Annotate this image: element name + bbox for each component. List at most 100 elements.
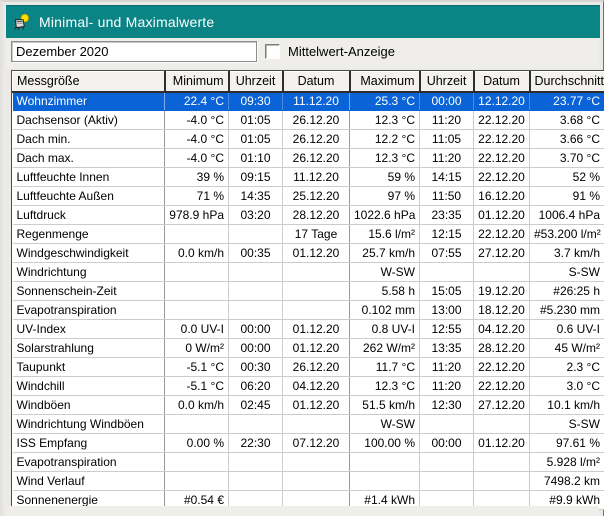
cell[interactable]: 12:15 — [419, 224, 474, 244]
cell[interactable]: Luftfeuchte Innen — [12, 167, 165, 187]
cell[interactable]: Sonnenschein-Zeit — [12, 281, 165, 301]
cell[interactable]: 01.12.20 — [473, 433, 530, 453]
cell[interactable]: 12.3 °C — [349, 148, 420, 168]
cell[interactable]: 26.12.20 — [282, 148, 350, 168]
cell[interactable]: 0.00 % — [164, 433, 229, 453]
cell[interactable] — [419, 414, 474, 434]
cell[interactable]: 3.68 °C — [529, 110, 604, 130]
table-row[interactable]: Luftfeuchte Innen 39 % 09:15 11.12.20 59 % 14… — [12, 167, 604, 187]
table-row[interactable]: Windrichtung Windböen W-SW S-SW — [12, 414, 604, 434]
column-header-2[interactable]: Uhrzeit — [228, 71, 284, 93]
cell[interactable] — [164, 414, 229, 434]
cell[interactable]: W-SW — [349, 414, 420, 434]
cell[interactable] — [228, 224, 283, 244]
cell[interactable]: 17 Tage — [282, 224, 350, 244]
cell[interactable]: Dach max. — [12, 148, 165, 168]
cell[interactable]: 01:05 — [228, 129, 283, 149]
cell[interactable]: 3.66 °C — [529, 129, 604, 149]
cell[interactable]: Windrichtung Windböen — [12, 414, 165, 434]
cell[interactable]: 28.12.20 — [282, 205, 350, 225]
cell[interactable]: 3.7 km/h — [529, 243, 604, 263]
cell[interactable]: 26.12.20 — [282, 357, 350, 377]
cell[interactable] — [419, 262, 474, 282]
table-row[interactable]: ISS Empfang 0.00 % 22:30 07.12.20 100.00 % 00… — [12, 433, 604, 453]
cell[interactable]: 11:20 — [419, 110, 474, 130]
cell[interactable]: UV-Index — [12, 319, 165, 339]
cell[interactable] — [419, 471, 474, 491]
cell[interactable] — [164, 262, 229, 282]
cell[interactable]: 00:00 — [228, 338, 283, 358]
cell[interactable]: 11:50 — [419, 186, 474, 206]
cell[interactable]: 5.928 l/m² — [529, 452, 604, 472]
cell[interactable] — [419, 452, 474, 472]
cell[interactable]: 23:35 — [419, 205, 474, 225]
cell[interactable]: 15:05 — [419, 281, 474, 301]
cell[interactable]: Wohnzimmer — [12, 91, 165, 111]
cell[interactable]: 22.12.20 — [473, 376, 530, 396]
mittelwert-checkbox[interactable] — [265, 43, 280, 59]
cell[interactable]: 23.77 °C — [529, 91, 604, 111]
cell[interactable]: 0.6 UV-I — [529, 319, 604, 339]
cell[interactable]: 0.0 km/h — [164, 395, 229, 415]
table-row[interactable]: Wohnzimmer 22.4 °C 09:30 11.12.20 25.3 °C 00:… — [12, 91, 604, 111]
cell[interactable] — [228, 471, 283, 491]
cell[interactable]: 01.12.20 — [282, 319, 350, 339]
cell[interactable]: -4.0 °C — [164, 110, 229, 130]
cell[interactable] — [228, 281, 283, 301]
cell[interactable]: Solarstrahlung — [12, 338, 165, 358]
cell[interactable]: 1006.4 hPa — [529, 205, 604, 225]
cell[interactable]: Wind Verlauf — [12, 471, 165, 491]
cell[interactable]: 03:20 — [228, 205, 283, 225]
column-header-6[interactable]: Datum — [473, 71, 531, 93]
cell[interactable] — [282, 452, 350, 472]
cell[interactable] — [473, 490, 530, 510]
cell[interactable]: 01.12.20 — [282, 338, 350, 358]
cell[interactable]: Luftdruck — [12, 205, 165, 225]
cell[interactable]: #5.230 mm — [529, 300, 604, 320]
column-header-7[interactable]: Durchschnitt — [529, 71, 604, 93]
cell[interactable]: Windgeschwindigkeit — [12, 243, 165, 263]
column-header-4[interactable]: Maximum — [349, 71, 421, 93]
cell[interactable]: 12.2 °C — [349, 129, 420, 149]
cell[interactable] — [228, 452, 283, 472]
cell[interactable]: 07:55 — [419, 243, 474, 263]
cell[interactable]: 12.3 °C — [349, 376, 420, 396]
cell[interactable]: 10.1 km/h — [529, 395, 604, 415]
cell[interactable]: 02:45 — [228, 395, 283, 415]
cell[interactable]: Luftfeuchte Außen — [12, 186, 165, 206]
cell[interactable]: 01:05 — [228, 110, 283, 130]
cell[interactable]: 0.0 km/h — [164, 243, 229, 263]
cell[interactable]: 12.3 °C — [349, 110, 420, 130]
cell[interactable]: 7498.2 km — [529, 471, 604, 491]
cell[interactable]: 09:30 — [228, 91, 283, 111]
table-row[interactable]: Windgeschwindigkeit 0.0 km/h 00:35 01.12.20… — [12, 243, 604, 263]
cell[interactable] — [349, 471, 420, 491]
cell[interactable]: 52 % — [529, 167, 604, 187]
cell[interactable]: 22.12.20 — [473, 148, 530, 168]
cell[interactable]: 25.7 km/h — [349, 243, 420, 263]
cell[interactable]: 59 % — [349, 167, 420, 187]
cell[interactable]: 28.12.20 — [473, 338, 530, 358]
cell[interactable]: 2.3 °C — [529, 357, 604, 377]
cell[interactable]: 14:35 — [228, 186, 283, 206]
cell[interactable]: 14:15 — [419, 167, 474, 187]
cell[interactable] — [164, 471, 229, 491]
cell[interactable]: -5.1 °C — [164, 376, 229, 396]
cell[interactable]: Windchill — [12, 376, 165, 396]
table-row[interactable]: Windchill -5.1 °C 06:20 04.12.20 12.3 °C 11:2… — [12, 376, 604, 396]
cell[interactable] — [164, 300, 229, 320]
cell[interactable] — [228, 300, 283, 320]
cell[interactable]: -5.1 °C — [164, 357, 229, 377]
cell[interactable] — [282, 300, 350, 320]
cell[interactable]: 25.12.20 — [282, 186, 350, 206]
cell[interactable]: #53.200 l/m² — [529, 224, 604, 244]
cell[interactable]: 00:35 — [228, 243, 283, 263]
cell[interactable]: 22.12.20 — [473, 224, 530, 244]
table-row[interactable]: Windböen 0.0 km/h 02:45 01.12.20 51.5 km/h 12… — [12, 395, 604, 415]
cell[interactable] — [282, 414, 350, 434]
cell[interactable]: 12:55 — [419, 319, 474, 339]
cell[interactable]: Evapotranspiration — [12, 452, 165, 472]
cell[interactable]: 11:05 — [419, 129, 474, 149]
cell[interactable]: 22.4 °C — [164, 91, 229, 111]
table-row[interactable]: Regenmenge 17 Tage 15.6 l/m² 12:15 22.12.20 #… — [12, 224, 604, 244]
